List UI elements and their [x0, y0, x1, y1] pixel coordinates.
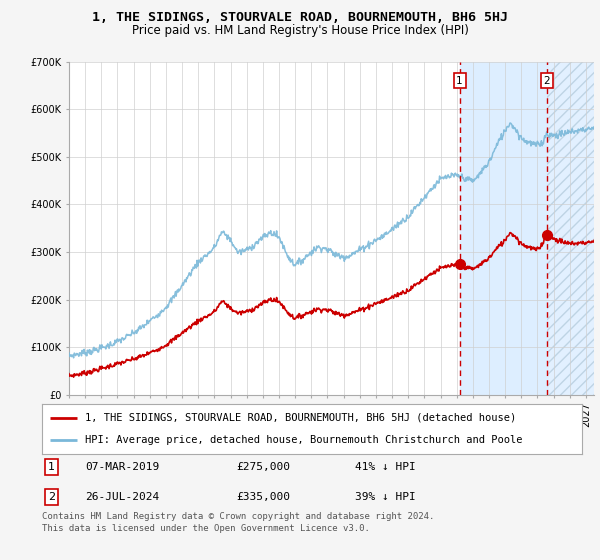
Text: 2: 2	[48, 492, 55, 502]
Text: 39% ↓ HPI: 39% ↓ HPI	[355, 492, 416, 502]
Bar	[460, 62, 547, 395]
Text: 1: 1	[48, 463, 55, 472]
Text: Price paid vs. HM Land Registry's House Price Index (HPI): Price paid vs. HM Land Registry's House …	[131, 24, 469, 36]
Text: Contains HM Land Registry data © Crown copyright and database right 2024.
This d: Contains HM Land Registry data © Crown c…	[42, 512, 434, 533]
Text: 2: 2	[544, 76, 550, 86]
Text: 1, THE SIDINGS, STOURVALE ROAD, BOURNEMOUTH, BH6 5HJ: 1, THE SIDINGS, STOURVALE ROAD, BOURNEMO…	[92, 11, 508, 24]
Text: £275,000: £275,000	[236, 463, 290, 472]
Text: 41% ↓ HPI: 41% ↓ HPI	[355, 463, 416, 472]
Text: 1: 1	[456, 76, 463, 86]
Text: 07-MAR-2019: 07-MAR-2019	[85, 463, 160, 472]
Text: HPI: Average price, detached house, Bournemouth Christchurch and Poole: HPI: Average price, detached house, Bour…	[85, 435, 523, 445]
Text: £335,000: £335,000	[236, 492, 290, 502]
Text: 26-JUL-2024: 26-JUL-2024	[85, 492, 160, 502]
Bar	[547, 62, 600, 395]
Text: 1, THE SIDINGS, STOURVALE ROAD, BOURNEMOUTH, BH6 5HJ (detached house): 1, THE SIDINGS, STOURVALE ROAD, BOURNEMO…	[85, 413, 517, 423]
